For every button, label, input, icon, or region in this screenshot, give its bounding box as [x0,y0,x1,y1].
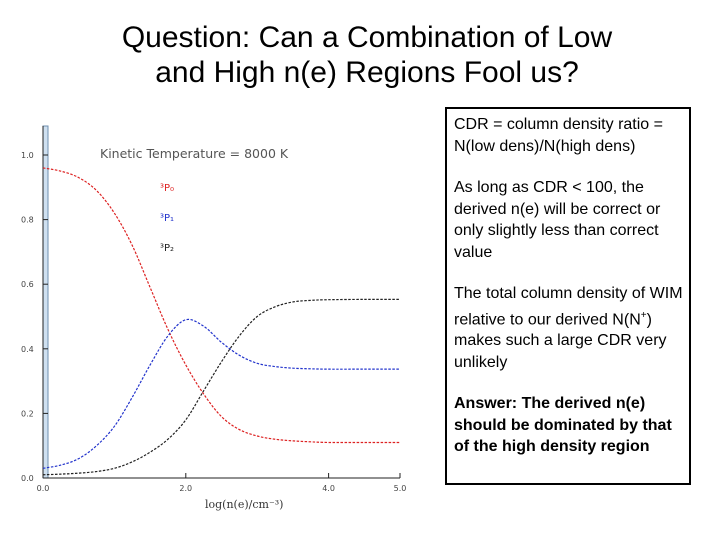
chart-x-label: log(n(e)/cm⁻³) [205,498,283,511]
chart-highlight-band [42,125,49,479]
y-tick-label: 0.6 [21,280,34,289]
x-tick-label: 0.0 [37,484,50,493]
answer-text-box: CDR = column density ratio = N(low dens)… [445,107,691,485]
legend-3P1: ³P₁ [160,213,174,224]
legend-3P0: ³P₀ [160,183,174,194]
legend-3P2: ³P₂ [160,243,174,254]
answer-statement: Answer: The derived n(e) should be domin… [454,395,672,456]
column-density-note: The total column density of WIM relative… [454,283,689,373]
chart-svg: 0.0 0.2 0.4 0.6 0.8 1.0 0.0 2.0 4.0 5.0 Kinetic … [21,125,407,511]
ion-charge-sup: + [640,309,647,321]
x-tick-label: 4.0 [322,484,335,493]
y-tick-label: 0.0 [21,474,34,483]
y-tick-label: 0.4 [21,345,34,354]
x-tick-label: 2.0 [179,484,192,493]
slide-title-line-2: and High n(e) Regions Fool us? [155,56,579,89]
series-line-3P2 [42,298,401,476]
y-tick-label: 0.8 [21,216,34,225]
x-tick-label: 5.0 [394,484,407,493]
series-line-3P0 [42,167,400,444]
column-density-note-a: The total column density of WIM relative… [454,285,683,328]
slide-title: Question: Can a Combination of Low and H… [0,20,720,90]
chart-title: Kinetic Temperature = 8000 K [100,146,289,161]
y-tick-label: 1.0 [21,151,34,160]
column-density-note-b: ) makes such a large CDR very unlikely [454,310,667,371]
y-tick-label: 0.2 [21,409,34,418]
slide-title-line-1: Question: Can a Combination of Low [121,21,613,54]
cdr-condition: As long as CDR < 100, the derived n(e) w… [454,179,661,261]
cdr-definition: CDR = column density ratio = N(low dens)… [454,116,663,155]
series-line-3P1 [42,318,400,469]
population-chart: 0.0 0.2 0.4 0.6 0.8 1.0 0.0 2.0 4.0 5.0 Kinetic … [0,115,420,535]
